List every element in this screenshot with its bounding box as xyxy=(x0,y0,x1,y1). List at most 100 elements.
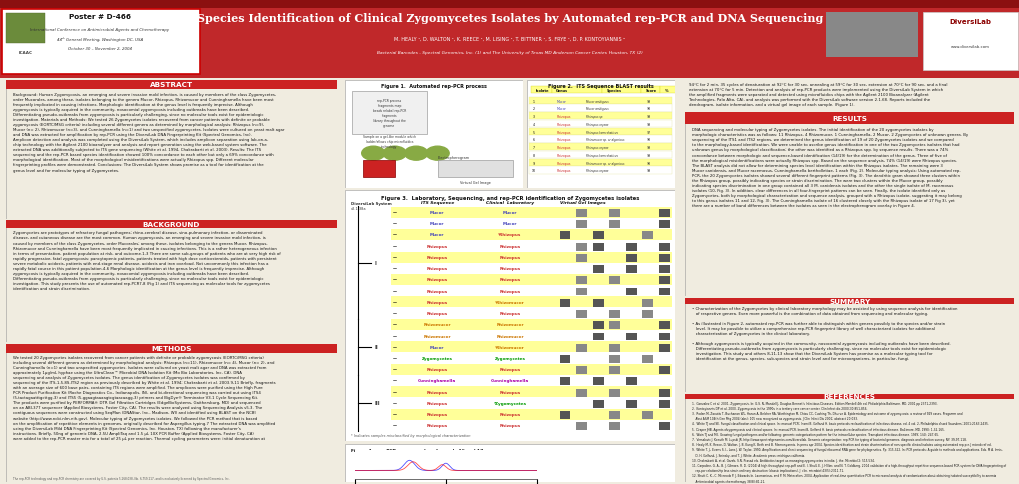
Bar xyxy=(625,243,636,251)
Bar xyxy=(658,344,668,352)
Text: International Conference on Antimicrobial Agents and Chemotherapy: International Conference on Antimicrobia… xyxy=(31,28,169,32)
Bar xyxy=(576,366,586,374)
Text: II: II xyxy=(374,345,378,349)
Bar xyxy=(352,91,426,135)
Bar xyxy=(390,342,672,353)
Text: BACKGROUND: BACKGROUND xyxy=(143,222,200,227)
Text: Rhizopus: Rhizopus xyxy=(555,161,571,165)
Text: Rhizopus: Rhizopus xyxy=(426,256,447,259)
Bar xyxy=(529,97,672,105)
Text: Species Identification of Clinical Zygomycetes Isolates by Automated rep-PCR and: Species Identification of Clinical Zygom… xyxy=(197,14,822,24)
Text: 7: 7 xyxy=(532,146,535,150)
Text: rep-PCR process
fragments map
beads relabel rep-PCR
fragments
library throughout: rep-PCR process fragments map beads rela… xyxy=(372,99,406,127)
Text: Mucor: Mucor xyxy=(555,99,566,104)
Bar xyxy=(529,121,672,128)
Bar xyxy=(658,400,668,408)
Text: * Indicates samples misclassified by morphological characterization: * Indicates samples misclassified by mor… xyxy=(351,433,471,437)
Text: Rhizopus: Rhizopus xyxy=(499,311,520,316)
Text: Rhizopus kamcshaticus: Rhizopus kamcshaticus xyxy=(586,153,618,157)
Text: Mucor: Mucor xyxy=(430,345,444,349)
Bar xyxy=(390,319,672,330)
Text: 4: 4 xyxy=(532,122,535,126)
Text: Sample on a gel-like module which
ladder/allows chip microfluidics
technology: Sample on a gel-like module which ladder… xyxy=(363,135,416,149)
Circle shape xyxy=(426,147,448,161)
Text: Rhizopus: Rhizopus xyxy=(426,244,447,248)
Bar xyxy=(592,299,603,307)
Text: 98: 98 xyxy=(646,138,650,142)
Text: Mucor: Mucor xyxy=(430,211,444,214)
Text: RESULTS: RESULTS xyxy=(832,115,866,121)
Bar xyxy=(608,366,620,374)
Text: Mucor: Mucor xyxy=(502,211,517,214)
Bar xyxy=(576,243,586,251)
Bar xyxy=(529,128,672,136)
Text: ABSTRACT: ABSTRACT xyxy=(150,82,193,88)
Bar xyxy=(608,423,620,430)
Text: Rhizopus: Rhizopus xyxy=(426,412,447,416)
Text: 44ᵗʰ General Meeting, Washington DC, USA: 44ᵗʰ General Meeting, Washington DC, USA xyxy=(57,37,143,42)
Text: DNA sequencing and molecular typing of Zygomycetes isolates. The initial identif: DNA sequencing and molecular typing of Z… xyxy=(691,128,967,208)
Bar xyxy=(529,136,672,143)
Bar xyxy=(658,221,668,228)
Bar xyxy=(608,389,620,397)
Text: Mucor ambiguus: Mucor ambiguus xyxy=(586,99,608,104)
Bar xyxy=(390,308,672,319)
Text: We tested 20 Zygomycetes isolates recovered from cancer patients with definite o: We tested 20 Zygomycetes isolates recove… xyxy=(12,355,275,440)
Text: Rhizopus: Rhizopus xyxy=(499,367,520,371)
Bar xyxy=(608,221,620,228)
Bar xyxy=(658,255,668,262)
Text: Virtual Gel Image: Virtual Gel Image xyxy=(460,181,490,185)
Bar xyxy=(390,375,672,386)
Text: Rhizomucor: Rhizomucor xyxy=(495,323,524,327)
Bar xyxy=(559,411,570,419)
Bar xyxy=(576,344,586,352)
Bar xyxy=(625,400,636,408)
Text: 99: 99 xyxy=(646,153,650,157)
Text: Rhizopus: Rhizopus xyxy=(426,267,447,271)
Text: 6: 6 xyxy=(532,138,535,142)
Text: Rhizopus: Rhizopus xyxy=(555,138,571,142)
Bar xyxy=(390,398,672,408)
Text: Rhizopus: Rhizopus xyxy=(499,278,520,282)
Circle shape xyxy=(362,147,384,161)
Bar xyxy=(608,344,620,352)
Text: DiversiLab: DiversiLab xyxy=(948,19,990,25)
Bar xyxy=(658,423,668,430)
Bar xyxy=(529,167,672,174)
Text: www.diversilab.com: www.diversilab.com xyxy=(950,45,988,49)
Bar xyxy=(602,87,640,94)
Text: Rhizopus: Rhizopus xyxy=(426,278,447,282)
Bar xyxy=(658,243,668,251)
Text: Rhizomucor sp. or algonicus: Rhizomucor sp. or algonicus xyxy=(586,138,624,142)
Bar xyxy=(390,364,672,375)
Bar xyxy=(608,310,620,318)
Text: 99: 99 xyxy=(646,115,650,119)
Bar xyxy=(658,277,668,285)
Text: Rhizomucor: Rhizomucor xyxy=(423,334,450,338)
Bar xyxy=(608,210,620,217)
Text: Mucor: Mucor xyxy=(502,222,517,226)
Text: Rhizomucor sp. or algonicus: Rhizomucor sp. or algonicus xyxy=(586,161,624,165)
Bar xyxy=(608,322,620,330)
Bar xyxy=(625,378,636,386)
Bar xyxy=(642,299,652,307)
Text: October 30 – November 2, 2004: October 30 – November 2, 2004 xyxy=(68,46,131,51)
Bar xyxy=(592,243,603,251)
Bar xyxy=(658,322,668,330)
Text: 99: 99 xyxy=(646,146,650,150)
Bar xyxy=(659,87,679,94)
Bar xyxy=(390,207,672,218)
Bar xyxy=(592,232,603,240)
Bar xyxy=(922,13,1017,71)
Bar xyxy=(576,277,586,285)
Bar xyxy=(592,378,603,386)
Text: Rhizopus: Rhizopus xyxy=(426,424,447,427)
Bar xyxy=(592,333,603,341)
Bar xyxy=(658,266,668,273)
Bar xyxy=(685,112,1013,124)
Bar xyxy=(390,409,672,420)
Text: %: % xyxy=(664,89,667,92)
Text: 5: 5 xyxy=(532,130,535,134)
Text: Mucor: Mucor xyxy=(430,233,444,237)
Bar xyxy=(625,333,636,341)
